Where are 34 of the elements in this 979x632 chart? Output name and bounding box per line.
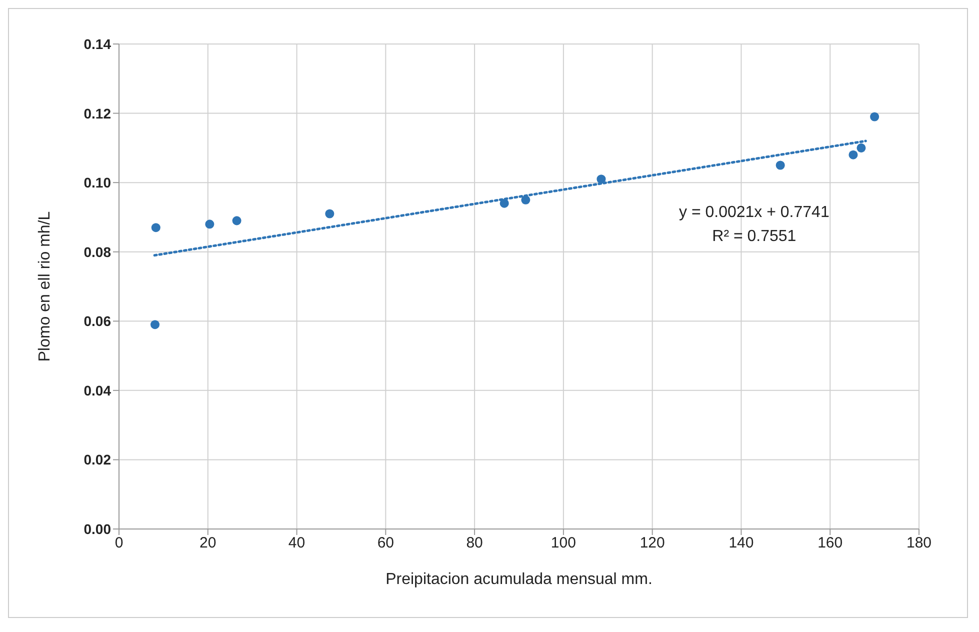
x-tick-label: 160 <box>818 534 843 552</box>
x-tick-label: 80 <box>466 534 483 552</box>
y-tick-label: 0.02 <box>84 452 112 468</box>
x-tick-label: 20 <box>200 534 216 552</box>
y-axis-title: Plomo en ell rio mh/L <box>36 211 54 362</box>
point <box>776 160 785 170</box>
x-tick-label: 120 <box>640 534 665 552</box>
annotation: R² = 0.7551 <box>711 227 798 247</box>
y-tick-label: 0.08 <box>84 244 112 260</box>
x-tick-label: 140 <box>728 534 754 552</box>
point <box>856 143 866 152</box>
point <box>205 220 214 229</box>
point <box>596 174 606 184</box>
point <box>151 223 160 232</box>
y-tick-label: 0.00 <box>84 520 112 537</box>
x-tick-label: 60 <box>377 534 394 552</box>
x-tick-label: 40 <box>288 534 306 552</box>
point <box>870 112 880 122</box>
point <box>232 216 242 226</box>
x-tick-label: 180 <box>906 534 932 552</box>
point <box>521 195 530 204</box>
point <box>150 320 160 330</box>
y-tick-label: 0.04 <box>84 382 112 398</box>
y-tick-label: 0.06 <box>84 313 112 330</box>
x-tick-label: 100 <box>550 534 576 552</box>
point <box>325 209 334 218</box>
y-tick-label: 0.10 <box>84 174 112 191</box>
x-tick-label: 0 <box>114 534 124 552</box>
annotation: y = 0.0021x + 0.7741 <box>679 203 830 223</box>
x-axis-title: Preipitacion acumulada mensual mm. <box>386 571 652 588</box>
y-tick-label: 0.12 <box>84 105 112 122</box>
point <box>848 150 858 160</box>
y-tick-label: 0.14 <box>84 36 112 52</box>
point <box>500 198 509 208</box>
